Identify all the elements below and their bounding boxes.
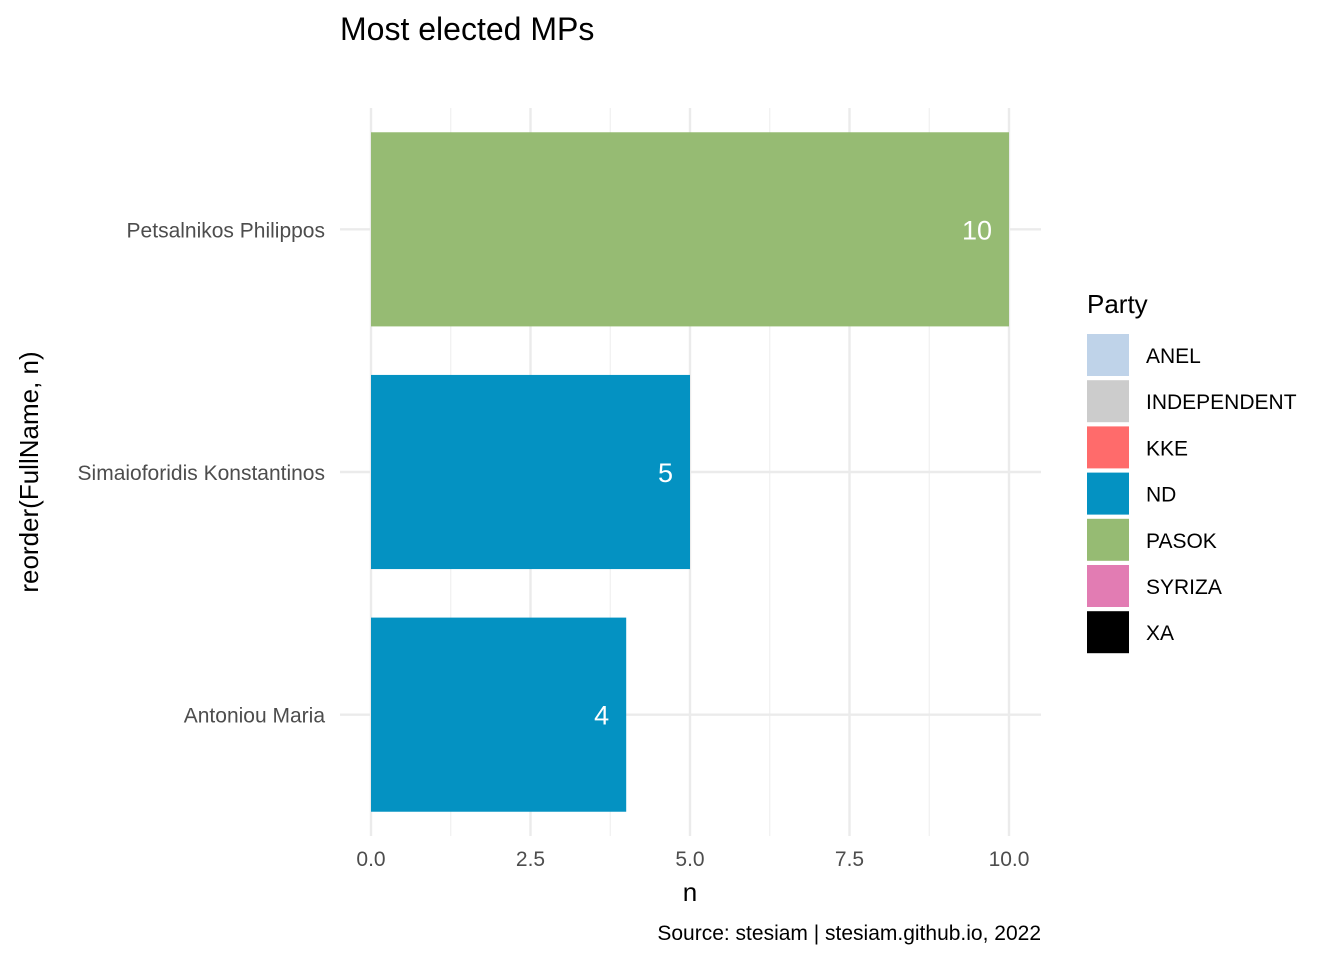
- legend-key: [1087, 565, 1129, 607]
- data-label: 10: [962, 215, 992, 245]
- legend-title: Party: [1087, 289, 1148, 319]
- y-axis-label: reorder(FullName, n): [14, 351, 44, 592]
- y-tick-label: Petsalnikos Philippos: [127, 219, 325, 242]
- bar: [371, 132, 1009, 327]
- bar: [371, 617, 627, 812]
- legend-label: XA: [1146, 622, 1174, 645]
- legend: Party ANEL INDEPENDENT KKE ND PASOK SYRIZA XA: [1087, 289, 1297, 654]
- legend-key: [1087, 611, 1129, 654]
- x-axis-label: n: [683, 877, 697, 907]
- bar-layer: [371, 132, 1009, 812]
- y-tick-label: Simaioforidis Konstantinos: [78, 462, 325, 485]
- x-tick-label: 0.0: [356, 848, 385, 871]
- legend-label: PASOK: [1146, 530, 1217, 553]
- data-label: 5: [658, 458, 673, 488]
- legend-label: INDEPENDENT: [1146, 391, 1297, 414]
- x-tick-label: 10.0: [989, 848, 1030, 871]
- bar: [371, 374, 690, 570]
- x-tick-label: 2.5: [516, 848, 545, 871]
- legend-key: [1087, 334, 1129, 376]
- data-label-layer: 10 5 4: [594, 215, 992, 730]
- axis-layer: Petsalnikos Philippos Simaioforidis Konst…: [78, 219, 1030, 871]
- chart-title: Most elected MPs: [340, 11, 594, 47]
- chart-caption: Source: stesiam | stesiam.github.io, 202…: [657, 922, 1041, 945]
- data-label: 4: [594, 701, 609, 731]
- legend-label: ND: [1146, 484, 1176, 507]
- x-tick-label: 5.0: [675, 848, 704, 871]
- legend-key: [1087, 380, 1129, 423]
- x-tick-label: 7.5: [835, 848, 864, 871]
- legend-label: ANEL: [1146, 345, 1201, 368]
- legend-label: KKE: [1146, 437, 1188, 460]
- legend-label: SYRIZA: [1146, 576, 1222, 599]
- legend-key: [1087, 518, 1129, 561]
- y-tick-label: Antoniou Maria: [184, 705, 326, 728]
- legend-key: [1087, 426, 1129, 469]
- legend-key: [1087, 472, 1129, 515]
